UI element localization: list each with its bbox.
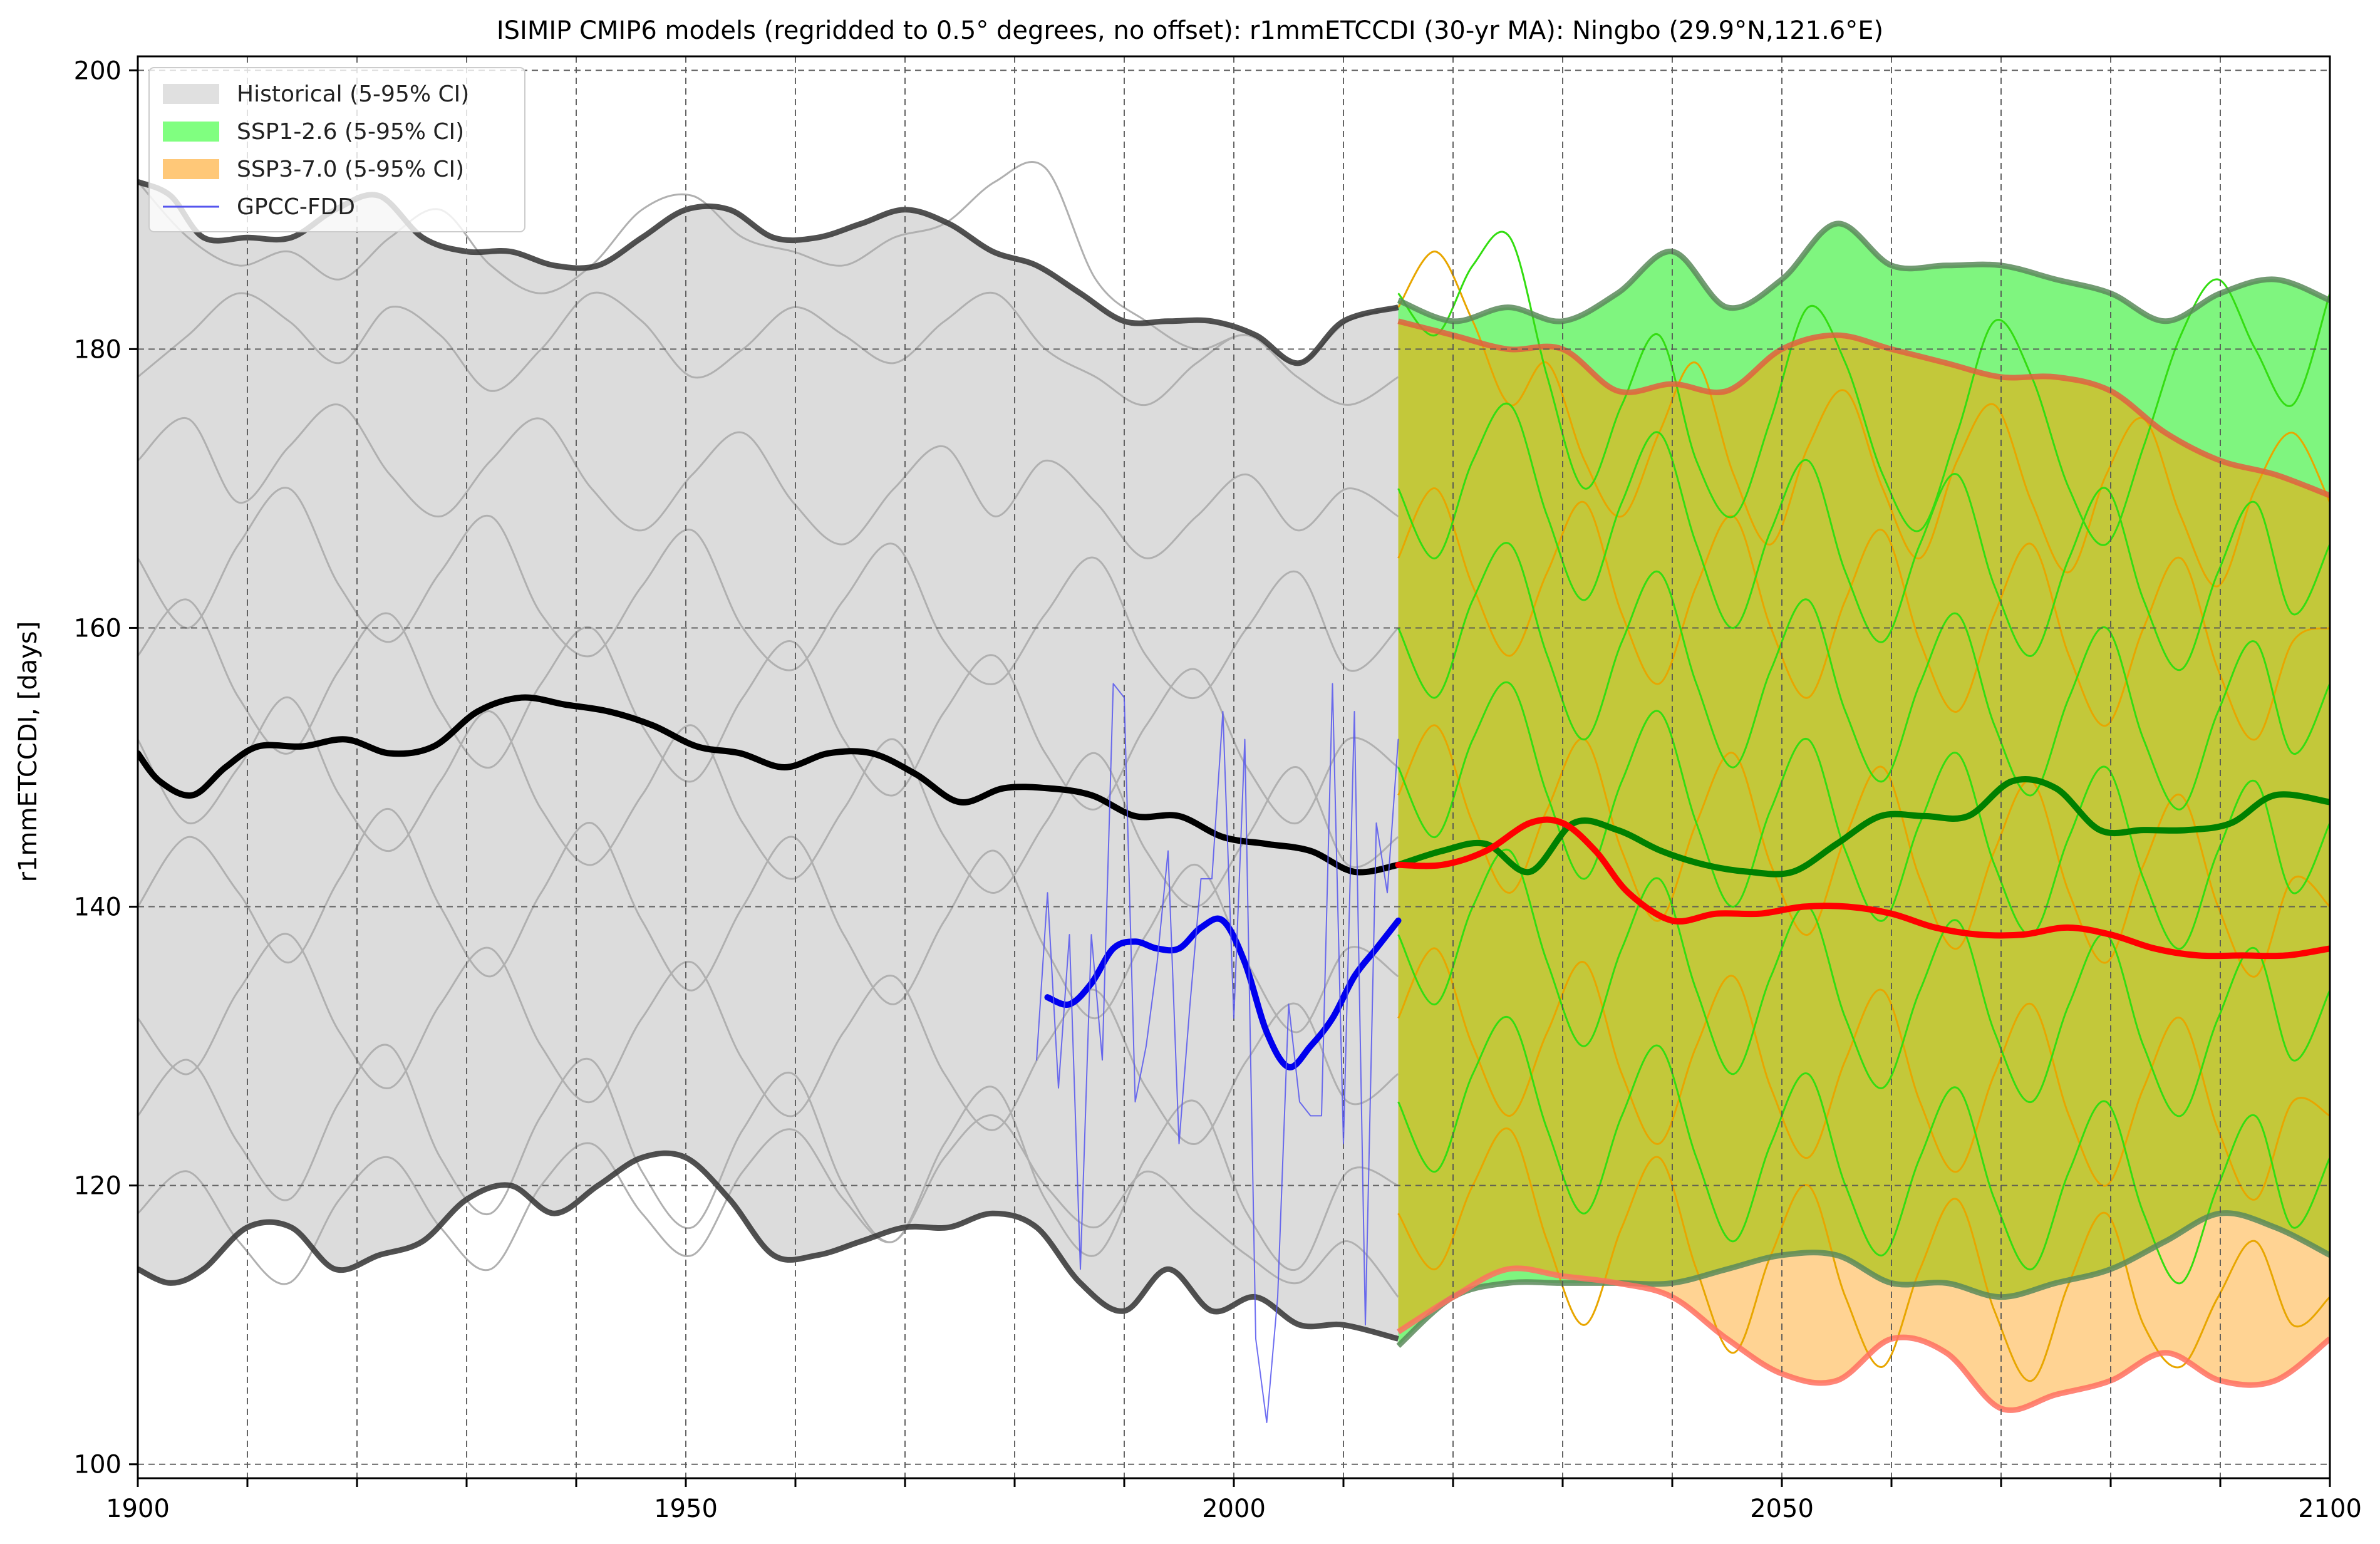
y-axis-label: r1mmETCCDI, [days] — [14, 621, 43, 883]
hist-model-line-5 — [138, 697, 1399, 908]
ssp370-model-line-1 — [1397, 487, 2330, 741]
ssp126-model-line-1 — [1397, 402, 2330, 671]
series-line-2 — [1395, 816, 2330, 960]
band-2-upper-edge — [1397, 318, 2330, 499]
hist-model-line-6 — [138, 808, 1399, 1034]
legend-label-0: Historical (5-95% CI) — [237, 81, 469, 107]
legend-swatch-2 — [163, 159, 219, 179]
legend: Historical (5-95% CI) SSP1-2.6 (5-95% CI)… — [148, 67, 525, 232]
legend-label-1: SSP1-2.6 (5-95% CI) — [237, 119, 464, 145]
band-1-upper-edge — [1397, 220, 2330, 324]
hist-model-line-3 — [138, 487, 1399, 700]
hist-model-line-0 — [138, 160, 1399, 365]
x-tick-label: 1900 — [106, 1495, 170, 1523]
legend-label-3: GPCC-FDD — [237, 194, 355, 220]
y-tick-label: 200 — [74, 56, 122, 85]
series-line-4 — [1036, 683, 1399, 1423]
x-tick-label: 1950 — [654, 1495, 718, 1523]
hist-model-line-1 — [138, 291, 1399, 407]
y-tick-label: 180 — [74, 335, 122, 364]
ssp126-model-line-3 — [1397, 681, 2330, 950]
plot-area: 1900 1950 2000 2050 2100 100 120 140 160 180 200 Hi… — [74, 55, 2362, 1523]
series-line-0 — [138, 694, 1402, 876]
ssp126-model-line-4 — [1397, 848, 2330, 1117]
x-tick-label: 2100 — [2298, 1495, 2362, 1523]
ssp126-model-line-0 — [1397, 231, 2330, 546]
legend-swatch-0 — [163, 84, 219, 104]
band-1-lower-edge — [1396, 1210, 2330, 1348]
y-tick-label: 100 — [74, 1451, 122, 1479]
legend-label-2: SSP3-7.0 (5-95% CI) — [237, 157, 464, 182]
band-2-lower-edge — [1397, 1265, 2330, 1413]
y-tick-label: 140 — [74, 893, 122, 922]
ssp370-model-line-2 — [1397, 724, 2330, 978]
legend-swatch-1 — [163, 122, 219, 142]
ssp370-model-line-0 — [1397, 251, 2330, 588]
series-line-1 — [1395, 775, 2330, 878]
hist-model-line-2 — [138, 403, 1399, 559]
grid — [138, 56, 2330, 1478]
ssp370-model-line-3 — [1397, 947, 2330, 1201]
series-line-3 — [1044, 915, 1402, 1070]
hist-model-line-9 — [138, 1114, 1399, 1298]
hist-model-line-7 — [138, 933, 1399, 1145]
hist-model-line-4 — [138, 598, 1399, 825]
band-0-lower-edge — [138, 1150, 1399, 1342]
x-tick-label: 2050 — [1750, 1495, 1814, 1523]
y-tick-label: 120 — [74, 1172, 122, 1201]
hist-model-line-8 — [138, 1044, 1399, 1272]
ssp126-model-line-2 — [1397, 542, 2330, 811]
legend-box — [148, 67, 525, 232]
ssp126-model-line-5 — [1397, 1015, 2330, 1285]
x-tick-label: 2000 — [1202, 1495, 1266, 1523]
band-0 — [138, 182, 1399, 1339]
plot-content — [138, 56, 2330, 1478]
chart-title: ISIMIP CMIP6 models (regridded to 0.5° d… — [497, 16, 1883, 45]
y-tick-label: 160 — [74, 614, 122, 643]
